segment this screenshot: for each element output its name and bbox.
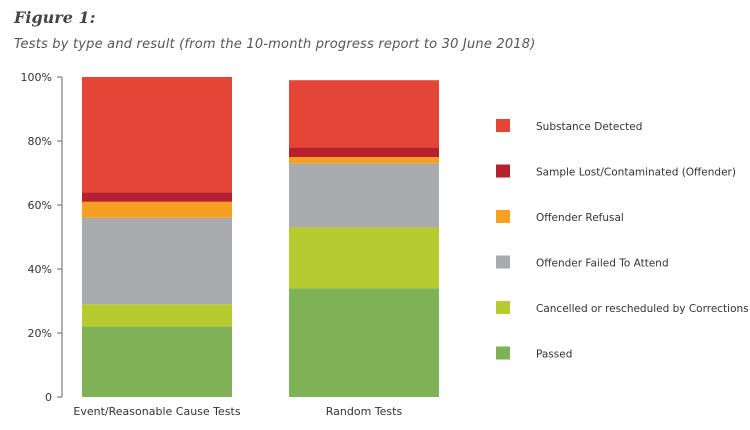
bar-segment-1-3 (82, 217, 232, 305)
y-tick-label: 80% (28, 135, 52, 148)
figure-subtitle: Tests by type and result (from the 10-mo… (14, 37, 536, 52)
bar-segment-2-5 (289, 147, 439, 157)
y-tick-label: 0 (45, 391, 52, 404)
legend-swatch (496, 255, 510, 269)
bar-segment-2-1 (289, 288, 439, 397)
figure-label: Figure 1: (14, 8, 96, 27)
bar-segment-1-1 (82, 326, 232, 397)
legend-label: Passed (536, 349, 572, 361)
bar-segment-2-2 (289, 227, 439, 289)
bar-segment-1-4 (82, 201, 232, 218)
legend-label: Offender Refusal (536, 212, 624, 224)
category-label: Event/Reasonable Cause Tests (73, 405, 240, 418)
legend-swatch (496, 301, 510, 314)
legend-label: Substance Detected (536, 121, 642, 133)
legend-swatch (496, 346, 510, 360)
bar-segment-1-5 (82, 192, 232, 202)
legend-label: Sample Lost/Contaminated (Offender) (536, 167, 736, 179)
bar-segment-1-2 (82, 304, 232, 327)
bar-segment-2-3 (289, 163, 439, 228)
y-tick-label: 60% (28, 199, 52, 212)
y-tick-label: 100% (21, 71, 52, 84)
bar-segment-1-6 (82, 77, 232, 193)
legend-swatch (496, 210, 510, 223)
y-tick-label: 40% (28, 263, 52, 276)
legend-label: Offender Failed To Attend (536, 258, 669, 270)
legend-swatch (496, 119, 510, 132)
legend-label: Cancelled or rescheduled by Corrections (536, 303, 749, 315)
bar-segment-2-4 (289, 157, 439, 164)
bar-segment-2-6 (289, 80, 439, 148)
y-tick-label: 20% (28, 327, 52, 340)
category-label: Random Tests (326, 405, 403, 418)
legend-swatch (496, 164, 510, 178)
